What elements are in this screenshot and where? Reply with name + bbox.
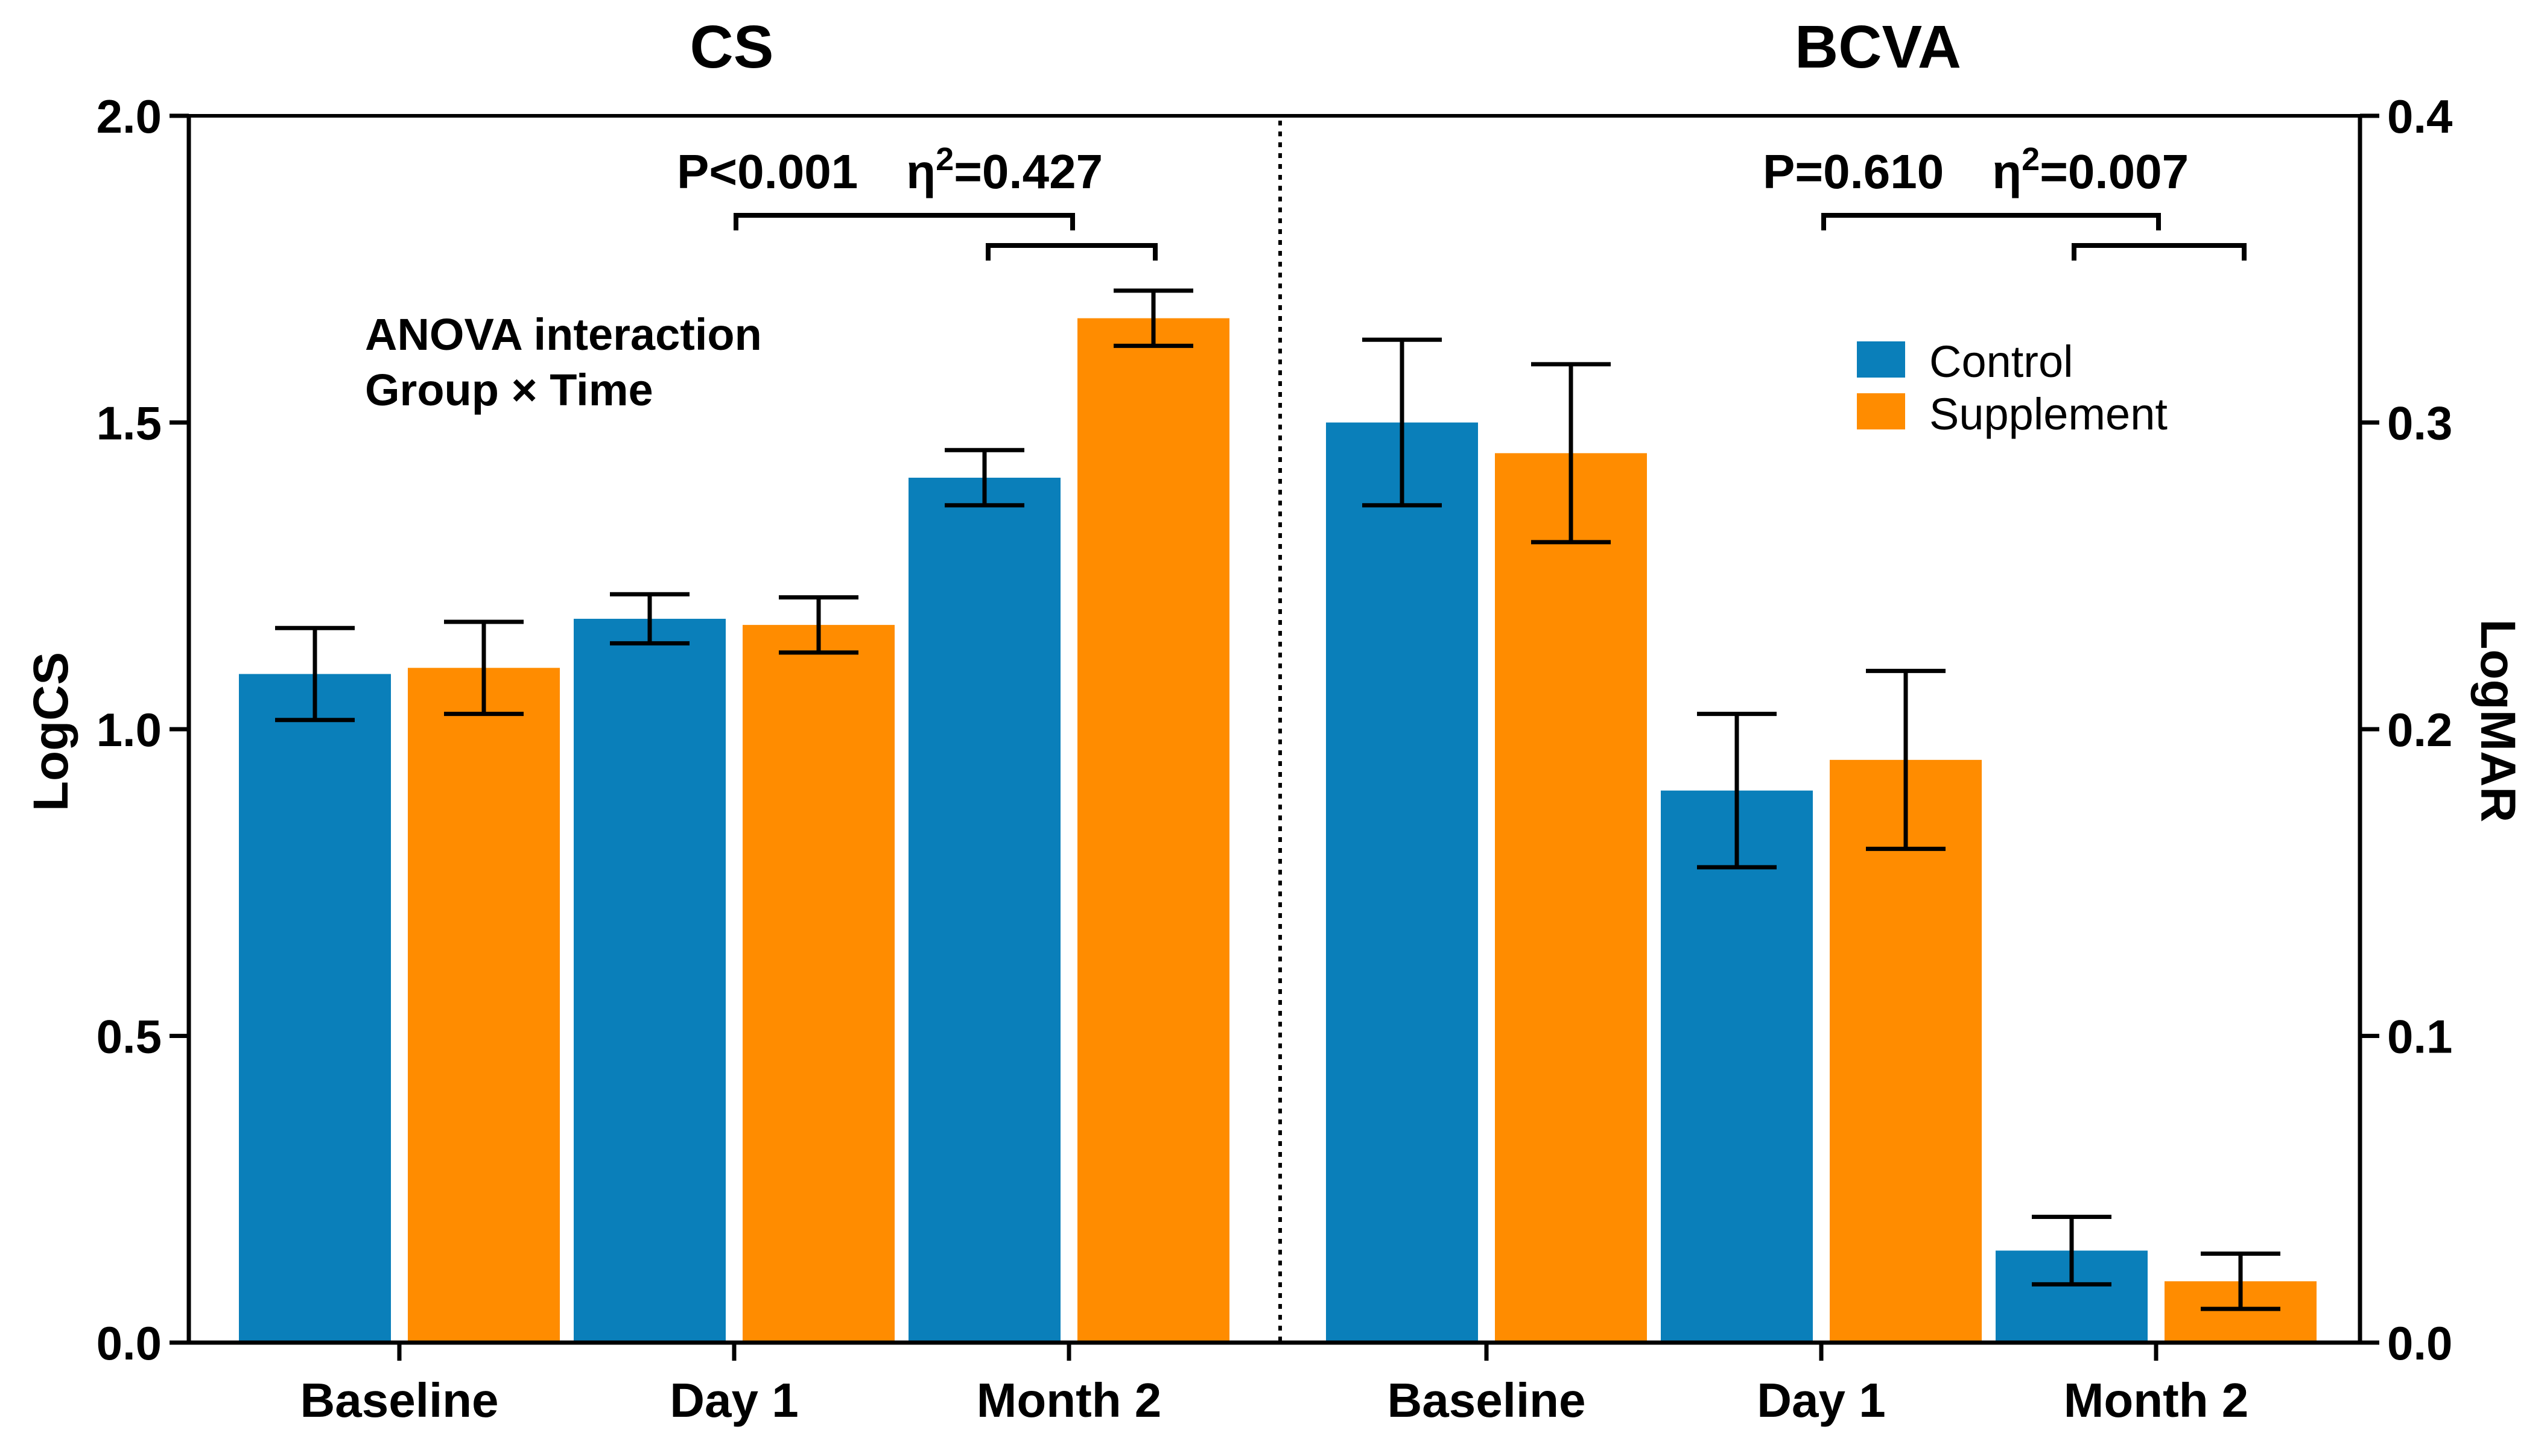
bar-bcva-supplement-day-1 xyxy=(1830,759,1982,1343)
cs-stat-text: P<0.001 η2=0.427 xyxy=(677,141,1103,198)
bcva-eta-exp: 2 xyxy=(2022,141,2040,177)
bcva-eta-symbol: η xyxy=(1992,145,2022,198)
bar-cs-supplement-month-2 xyxy=(1077,318,1229,1343)
y-tick-label: 0.3 xyxy=(2387,397,2452,450)
cs-p-value: P<0.001 xyxy=(677,145,858,198)
bcva-eta-value: =0.007 xyxy=(2040,145,2189,198)
bcva-stat-text: P=0.610 η2=0.007 xyxy=(1763,141,2189,198)
x-tick-label: Month 2 xyxy=(2064,1373,2249,1427)
y-tick-label: 0.1 xyxy=(2387,1010,2452,1063)
bar-bcva-control-day-1 xyxy=(1661,790,1813,1343)
left-y-axis-ticks: 0.0 0.5 1.0 1.5 2.0 xyxy=(97,90,189,1370)
legend-label-supplement: Supplement xyxy=(1929,389,2168,439)
category-ticks: Baseline Day 1 Month 2 Baseline Day 1 Month 2 xyxy=(300,1343,2248,1427)
y-tick-label: 0.5 xyxy=(97,1010,162,1063)
legend-label-control: Control xyxy=(1929,337,2073,387)
bcva-panel-title: BCVA xyxy=(1795,13,1961,81)
bar-cs-supplement-day-1 xyxy=(743,625,895,1343)
right-y-axis-ticks: 0.0 0.1 0.2 0.3 0.4 xyxy=(2360,90,2452,1370)
y-tick-label: 2.0 xyxy=(97,90,162,143)
legend-swatch-supplement xyxy=(1857,393,1905,429)
error-bars-layer xyxy=(275,288,2280,1311)
y-tick-label: 0.0 xyxy=(97,1317,162,1370)
y-tick-label: 0.2 xyxy=(2387,703,2452,756)
bars-layer xyxy=(239,318,2317,1343)
cs-eta-symbol: η xyxy=(906,145,936,198)
bar-cs-control-baseline xyxy=(239,674,391,1343)
x-tick-label: Baseline xyxy=(1387,1373,1585,1427)
bcva-p-value: P=0.610 xyxy=(1763,145,1944,198)
x-tick-label: Month 2 xyxy=(977,1373,1162,1427)
cs-bracket-upper xyxy=(734,213,1075,230)
cs-bracket-lower xyxy=(986,243,1158,261)
cs-panel-title: CS xyxy=(690,13,774,81)
bcva-bracket-upper xyxy=(1821,213,2161,230)
bar-cs-control-month-2 xyxy=(909,478,1061,1343)
legend-swatch-control xyxy=(1857,341,1905,378)
bar-cs-control-day-1 xyxy=(574,618,726,1343)
y-tick-label: 0.0 xyxy=(2387,1317,2452,1370)
cs-eta-exp: 2 xyxy=(936,141,954,177)
anova-annotation-line2: Group × Time xyxy=(365,365,653,415)
bcva-bracket-lower xyxy=(2072,243,2247,261)
left-y-axis-label: LogCS xyxy=(24,652,78,811)
y-tick-label: 1.5 xyxy=(97,397,162,450)
x-tick-label: Day 1 xyxy=(670,1373,798,1427)
bar-bcva-control-baseline xyxy=(1326,422,1478,1343)
right-y-axis-label: LogMAR xyxy=(2470,619,2525,822)
anova-annotation-line1: ANOVA interaction xyxy=(365,309,762,359)
y-tick-label: 0.4 xyxy=(2387,90,2452,143)
bar-cs-supplement-baseline xyxy=(408,668,560,1343)
legend: Control Supplement xyxy=(1857,337,2168,439)
x-tick-label: Baseline xyxy=(300,1373,498,1427)
cs-eta-value: =0.427 xyxy=(954,145,1103,198)
y-tick-label: 1.0 xyxy=(97,703,162,756)
bar-bcva-supplement-baseline xyxy=(1495,453,1647,1343)
x-tick-label: Day 1 xyxy=(1757,1373,1885,1427)
